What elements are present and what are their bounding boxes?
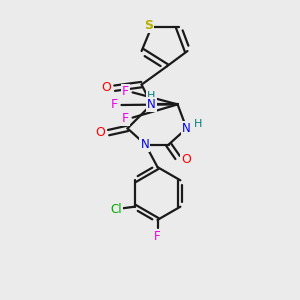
Text: F: F [122, 85, 129, 98]
Text: O: O [181, 153, 190, 166]
Text: F: F [122, 112, 129, 125]
Text: Cl: Cl [110, 202, 122, 216]
Text: H: H [147, 91, 155, 101]
Text: O: O [96, 126, 105, 139]
Text: F: F [111, 98, 118, 112]
Text: O: O [102, 81, 111, 94]
Text: F: F [154, 230, 161, 243]
Text: N: N [147, 98, 156, 111]
Text: N: N [182, 122, 191, 135]
Text: N: N [140, 138, 149, 151]
Text: H: H [194, 118, 202, 129]
Text: S: S [144, 19, 153, 32]
